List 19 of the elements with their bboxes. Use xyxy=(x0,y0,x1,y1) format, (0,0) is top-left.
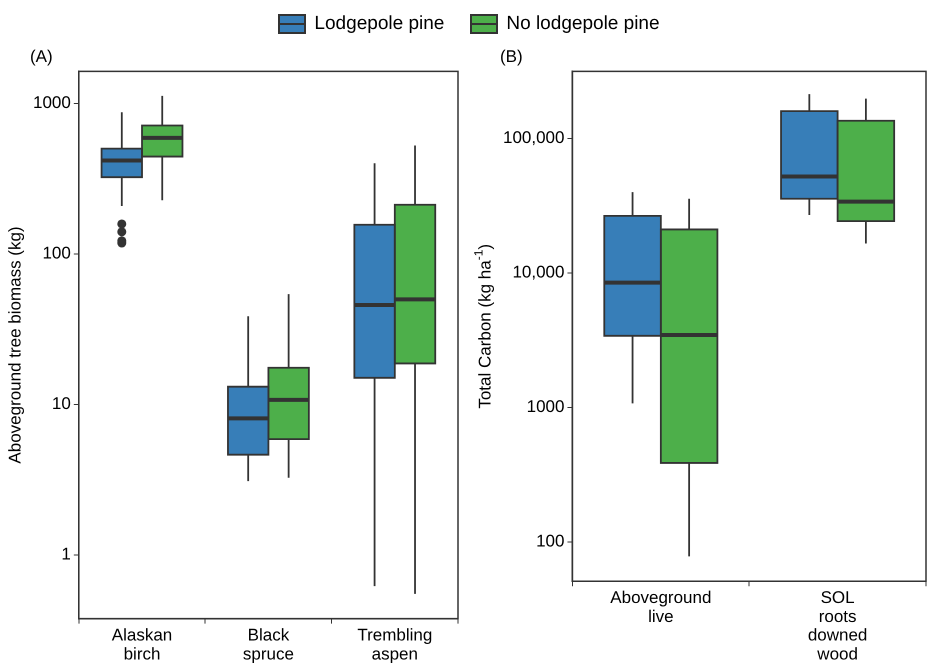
legend-label: No lodgepole pine xyxy=(506,12,660,34)
x-tick-label: Aboveground live xyxy=(610,588,712,626)
x-tick-label: Black spruce xyxy=(242,626,294,664)
y-tick-label: 1000 xyxy=(526,397,564,416)
y-axis-title: Total Carbon (kg ha-1) xyxy=(471,244,495,409)
chart-title: (A) xyxy=(30,46,53,66)
chart-title: (B) xyxy=(500,46,523,66)
y-tick-label: 10,000 xyxy=(512,262,564,282)
y-tick-label: 1 xyxy=(61,544,71,564)
x-tick-label: SOL roots downed wood xyxy=(808,588,868,664)
y-axis-title: Aboveground tree biomass (kg) xyxy=(6,226,25,464)
y-tick-label: 100 xyxy=(536,532,564,551)
y-tick-label: 100 xyxy=(42,244,71,263)
y-tick-label: 1000 xyxy=(32,93,71,112)
y-tick-label: 100,000 xyxy=(503,128,564,147)
legend-label: Lodgepole pine xyxy=(314,12,444,34)
y-tick-label: 10 xyxy=(52,394,71,414)
x-tick-label: Alaskan birch xyxy=(112,626,172,664)
x-tick-label: Trembling aspen xyxy=(357,626,432,664)
